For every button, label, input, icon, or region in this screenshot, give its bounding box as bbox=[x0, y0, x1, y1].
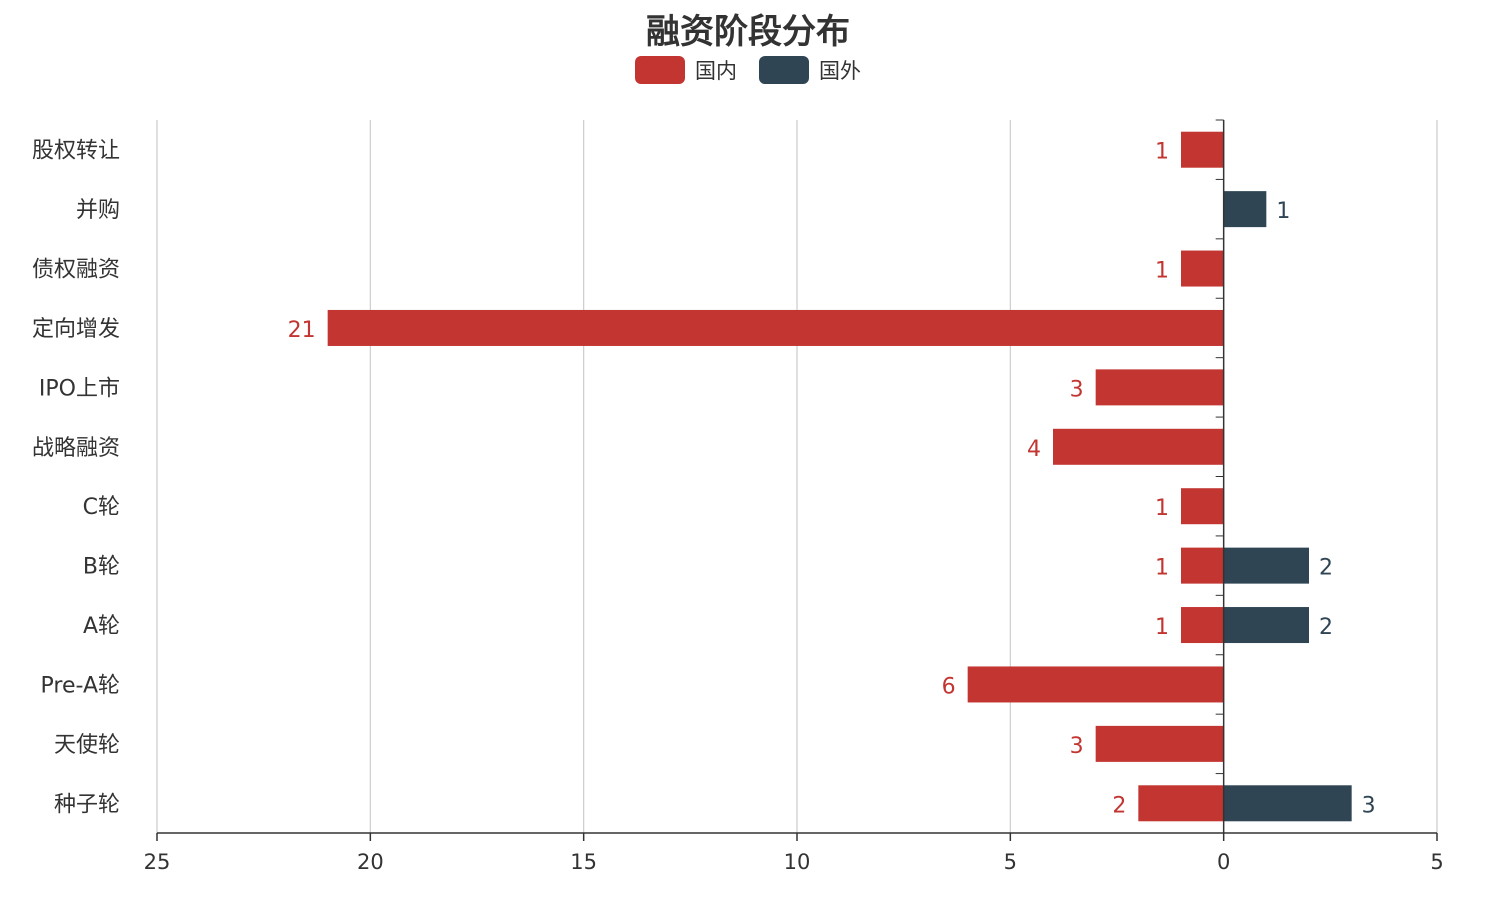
legend-swatch-domestic bbox=[635, 56, 685, 84]
data-label-domestic: 1 bbox=[1155, 259, 1169, 284]
category-label: IPO上市 bbox=[39, 376, 120, 401]
bar-domestic bbox=[1181, 607, 1224, 644]
data-label-domestic: 6 bbox=[942, 674, 956, 699]
bars bbox=[327, 131, 1352, 822]
data-label-domestic: 1 bbox=[1155, 556, 1169, 581]
data-label-domestic: 3 bbox=[1070, 377, 1084, 402]
category-label: 种子轮 bbox=[54, 792, 120, 817]
data-label-domestic: 1 bbox=[1155, 615, 1169, 640]
x-tick-label: 25 bbox=[144, 850, 171, 874]
bar-domestic bbox=[1181, 131, 1224, 168]
bar-domestic bbox=[327, 309, 1224, 346]
x-tick-label: 15 bbox=[570, 850, 597, 874]
data-label-domestic: 1 bbox=[1155, 496, 1169, 521]
bar-foreign bbox=[1223, 547, 1309, 584]
bar-foreign bbox=[1223, 785, 1352, 822]
legend: 国内 国外 bbox=[0, 55, 1496, 85]
bar-domestic bbox=[1181, 547, 1224, 584]
legend-label-domestic: 国内 bbox=[695, 59, 737, 83]
bar-domestic bbox=[1095, 369, 1224, 406]
data-label-domestic: 4 bbox=[1027, 437, 1041, 462]
x-tick-label: 5 bbox=[1004, 850, 1017, 874]
legend-label-foreign: 国外 bbox=[819, 59, 861, 83]
data-label-domestic: 1 bbox=[1155, 140, 1169, 165]
bar-domestic bbox=[1181, 250, 1224, 287]
data-label-domestic: 21 bbox=[288, 318, 316, 343]
bar-foreign bbox=[1223, 607, 1309, 644]
chart-title: 融资阶段分布 bbox=[646, 12, 850, 52]
labels: 股权转让 1 并购 1 债权融资 1 定向增发 21 IPO上市 3 战略融资 4 C轮 1 B轮 1 2 A轮 1… bbox=[32, 139, 1376, 819]
x-tick-label: 10 bbox=[784, 850, 811, 874]
bar-foreign bbox=[1223, 191, 1267, 228]
data-label-foreign: 2 bbox=[1319, 615, 1333, 640]
category-label: A轮 bbox=[83, 614, 120, 639]
legend-swatch-foreign bbox=[759, 56, 809, 84]
category-label: Pre-A轮 bbox=[41, 673, 120, 698]
bar-domestic bbox=[1095, 725, 1224, 762]
legend-item-foreign[interactable]: 国外 bbox=[759, 55, 861, 85]
bar-domestic bbox=[967, 666, 1224, 703]
category-label: 战略融资 bbox=[32, 436, 120, 461]
data-label-foreign: 2 bbox=[1319, 556, 1333, 581]
x-tick-label: 20 bbox=[357, 850, 384, 874]
x-tick-label: 0 bbox=[1217, 850, 1230, 874]
legend-item-domestic[interactable]: 国内 bbox=[635, 55, 737, 85]
category-label: 债权融资 bbox=[32, 258, 120, 283]
data-label-foreign: 3 bbox=[1362, 793, 1376, 818]
axes: 25 20 15 10 5 0 5 bbox=[144, 119, 1444, 874]
category-label: 股权转让 bbox=[32, 139, 120, 164]
bar-domestic bbox=[1181, 488, 1224, 525]
data-label-domestic: 2 bbox=[1112, 793, 1126, 818]
grid-lines bbox=[156, 120, 1438, 833]
data-label-foreign: 1 bbox=[1276, 199, 1290, 224]
category-label: 定向增发 bbox=[32, 317, 120, 342]
category-label: C轮 bbox=[83, 495, 120, 520]
category-label: B轮 bbox=[83, 555, 120, 580]
bar-domestic bbox=[1138, 785, 1224, 822]
category-label: 并购 bbox=[76, 198, 120, 223]
category-label: 天使轮 bbox=[54, 733, 120, 758]
x-tick-label: 5 bbox=[1430, 850, 1443, 874]
bar-domestic bbox=[1053, 428, 1224, 465]
data-label-domestic: 3 bbox=[1070, 734, 1084, 759]
